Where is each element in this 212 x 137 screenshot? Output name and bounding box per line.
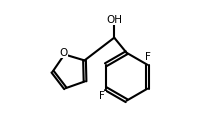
Text: O: O (59, 48, 67, 58)
Text: F: F (145, 52, 151, 62)
Text: OH: OH (106, 15, 122, 25)
Text: F: F (99, 92, 105, 101)
